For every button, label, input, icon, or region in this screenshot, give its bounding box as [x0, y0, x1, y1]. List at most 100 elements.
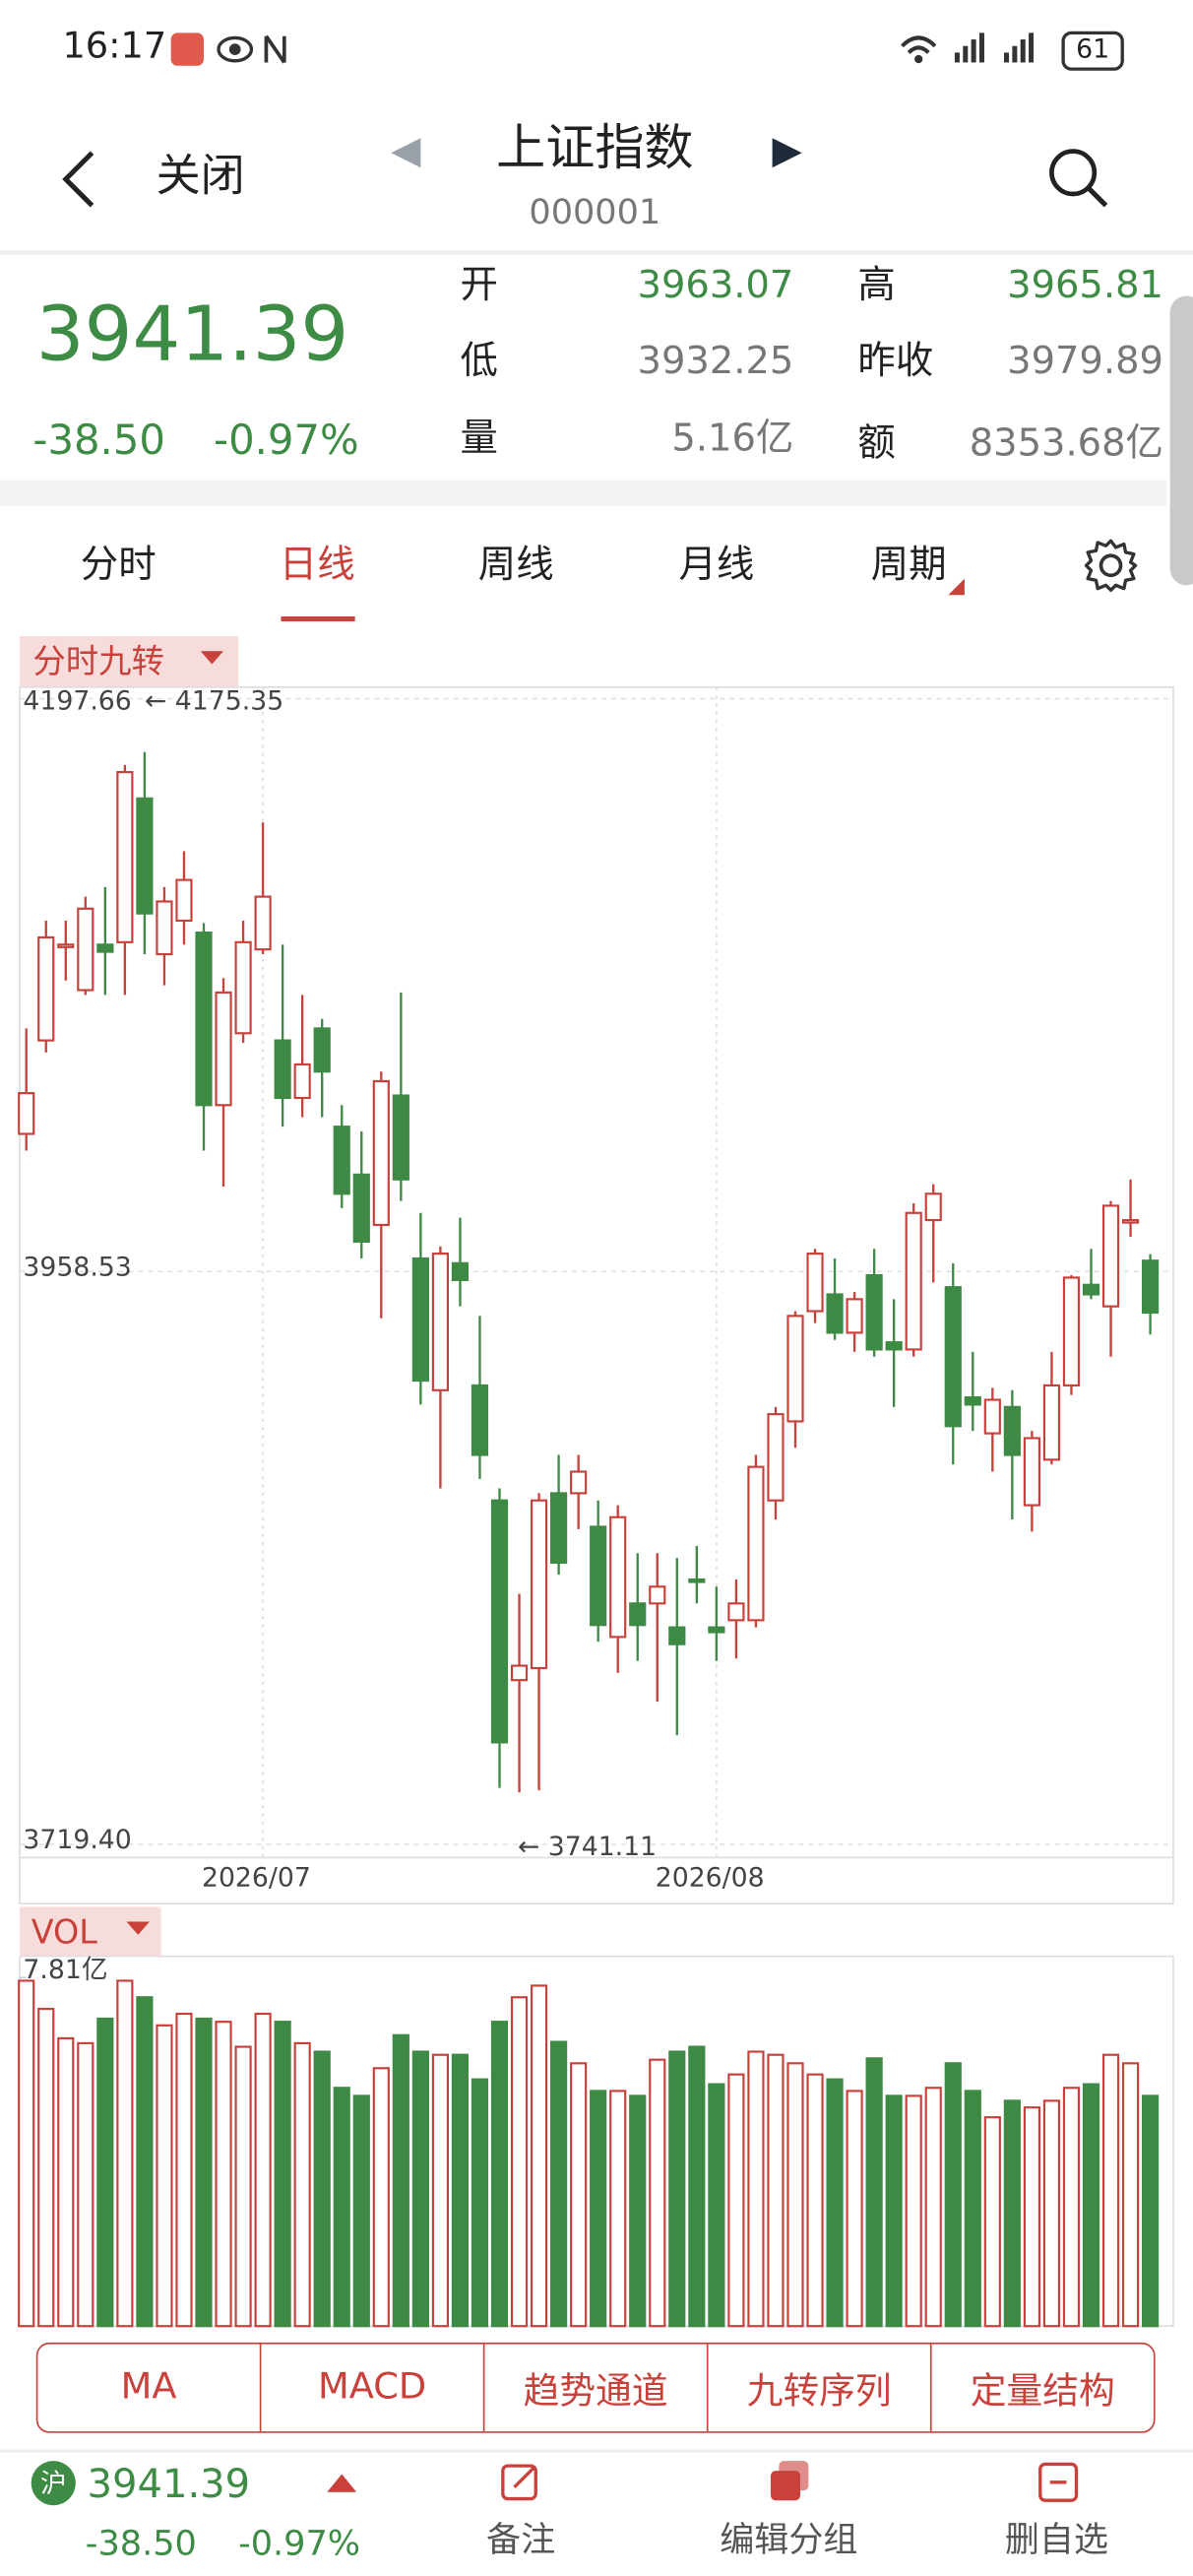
- volume-bar: [983, 2116, 1001, 2328]
- candle-body: [195, 932, 213, 1107]
- candle-body: [1082, 1283, 1100, 1296]
- candle-body: [471, 1384, 489, 1456]
- volume-bar: [372, 2067, 390, 2328]
- candle-body: [431, 1253, 450, 1391]
- y-tick-label: 3958.53: [23, 1252, 131, 1282]
- tab[interactable]: 月线: [678, 544, 755, 587]
- footer-action[interactable]: 删自选: [1004, 2520, 1109, 2560]
- candle-body: [983, 1398, 1001, 1435]
- indicator-button[interactable]: MACD: [259, 2344, 483, 2432]
- candle-body: [708, 1626, 725, 1634]
- back-button[interactable]: [56, 148, 105, 214]
- candle-body: [333, 1126, 350, 1195]
- volume-bar: [18, 1979, 35, 2328]
- tab-underline: [281, 616, 355, 622]
- candle-body: [392, 1094, 409, 1181]
- indicator-button[interactable]: 定量结构: [929, 2344, 1154, 2432]
- candle-body: [1121, 1218, 1140, 1224]
- candle-body: [905, 1211, 922, 1351]
- candle-body: [727, 1602, 745, 1622]
- status-icons: [170, 32, 286, 66]
- volume-bar: [924, 2087, 942, 2328]
- candle-body: [629, 1602, 647, 1627]
- candle-body: [885, 1341, 903, 1351]
- field-value: 8353.68亿: [969, 422, 1163, 466]
- index-code: 000001: [529, 192, 661, 232]
- volume-bar: [1101, 2053, 1120, 2328]
- indicator-dropdown[interactable]: [20, 636, 239, 687]
- volume-bar: [195, 2017, 213, 2328]
- prev-index[interactable]: [388, 135, 424, 171]
- dropdown-corner: [948, 578, 965, 596]
- group-icon: [770, 2461, 809, 2501]
- indicator-button[interactable]: MA: [120, 2366, 177, 2409]
- candle-body: [747, 1465, 765, 1622]
- volume-bar: [431, 2053, 450, 2328]
- volume-bar: [313, 2050, 331, 2328]
- index-title: 上证指数: [496, 119, 694, 178]
- candle-body: [411, 1256, 429, 1383]
- candle-body: [57, 943, 75, 948]
- volume-bar: [649, 2058, 666, 2328]
- field-value: 3932.25: [637, 340, 794, 383]
- candle-body: [1023, 1437, 1040, 1507]
- volume-bar: [156, 2024, 173, 2328]
- volume-bar: [905, 2094, 922, 2328]
- tab[interactable]: 周期: [870, 544, 947, 587]
- max-annotation: ← 4175.35: [145, 685, 283, 716]
- candle-body: [136, 797, 154, 915]
- min-annotation: ← 3741.11: [518, 1832, 657, 1862]
- battery: [1061, 31, 1124, 71]
- field-label: 高: [857, 264, 896, 308]
- field-label: 量: [460, 418, 498, 461]
- candle-body: [490, 1499, 509, 1744]
- footer-action[interactable]: 编辑分组: [720, 2520, 858, 2560]
- indicator-button[interactable]: 九转序列: [706, 2344, 930, 2432]
- candle-body: [590, 1525, 607, 1627]
- volume-bar: [806, 2073, 824, 2328]
- volume-bar: [1062, 2087, 1081, 2328]
- note-icon: [501, 2464, 537, 2501]
- tab[interactable]: 周线: [477, 544, 554, 587]
- divider: [0, 249, 1193, 255]
- volume-bar: [333, 2087, 350, 2328]
- volume-bar: [727, 2073, 745, 2328]
- close-button[interactable]: 关闭: [156, 151, 245, 203]
- candle-body: [846, 1298, 863, 1334]
- tab[interactable]: 分时: [80, 544, 157, 587]
- volume-bar: [590, 2090, 607, 2328]
- tab-active[interactable]: 日线: [279, 544, 355, 587]
- volume-bar: [1141, 2094, 1160, 2328]
- search-button[interactable]: [1045, 145, 1114, 214]
- field-label: 额: [857, 422, 896, 466]
- x-tick-label: 2026/08: [656, 1863, 765, 1894]
- candle-body: [550, 1492, 568, 1565]
- volume-bar: [215, 2021, 232, 2328]
- candle-body: [530, 1499, 548, 1670]
- volume-bar: [865, 2057, 883, 2328]
- candle-body: [1101, 1204, 1120, 1308]
- indicator-buttons: MA MACD 趋势通道 九转序列 定量结构: [35, 2342, 1156, 2433]
- candle-body: [964, 1396, 981, 1406]
- volume-bar: [1042, 2099, 1061, 2328]
- field-value: 3965.81: [1007, 264, 1163, 308]
- candle-body: [37, 935, 55, 1042]
- settings-button[interactable]: [1081, 536, 1140, 595]
- candle-body: [609, 1515, 627, 1639]
- volume-bar: [490, 2021, 509, 2328]
- candle-body: [806, 1253, 824, 1313]
- volume-bar: [1082, 2083, 1100, 2328]
- chart: 4197.66 3958.53 3719.40 2026/07 2026/08 ← 417…: [18, 685, 1174, 2328]
- volume-bar: [747, 2050, 765, 2328]
- candle-body: [254, 895, 272, 951]
- next-index[interactable]: [769, 135, 805, 171]
- indicator-button[interactable]: 趋势通道: [482, 2344, 707, 2432]
- volume-bar: [274, 2021, 291, 2328]
- candle-body: [156, 900, 173, 956]
- footer-action[interactable]: 备注: [486, 2520, 556, 2560]
- volume-bar: [510, 1996, 529, 2328]
- y-tick-label: 7.81亿: [23, 1955, 107, 1985]
- volume-bar: [964, 2090, 981, 2328]
- y-tick-label: 3719.40: [23, 1825, 131, 1855]
